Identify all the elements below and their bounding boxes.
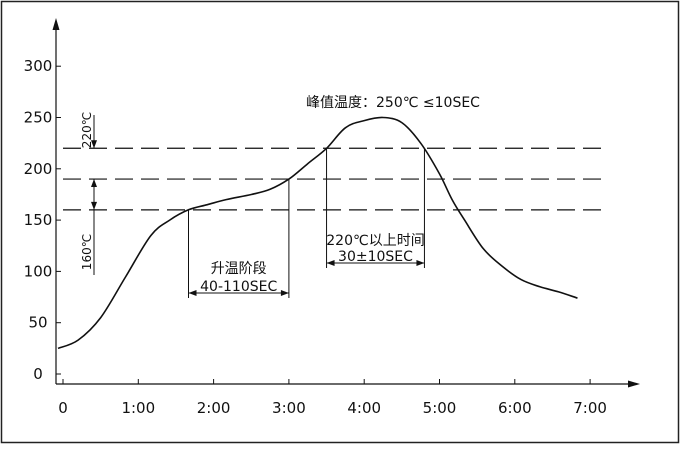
ramp-phase-label: 升温阶段 <box>211 261 267 277</box>
ramp-arrow-right <box>280 290 289 296</box>
y-tick-label: 200 <box>24 160 53 178</box>
label-160c: 160℃ <box>80 234 94 270</box>
above-arrow-left <box>326 260 335 266</box>
dimension-220-arrow <box>91 140 97 149</box>
ramp-arrow-left <box>188 290 197 296</box>
above-arrow-right <box>416 260 425 266</box>
x-tick-label: 7:00 <box>573 399 607 417</box>
x-axis-arrow <box>628 380 640 388</box>
peak-temperature-label: 峰值温度：250℃ ≤10SEC <box>306 95 480 111</box>
x-tick-label: 0 <box>58 399 68 417</box>
y-tick-label: 150 <box>24 211 53 229</box>
y-tick-label: 0 <box>33 365 43 383</box>
ramp-time-label: 40-110SEC <box>200 279 277 295</box>
y-tick-label: 100 <box>24 262 53 280</box>
x-tick-label: 2:00 <box>197 399 231 417</box>
dimension-160-arrow-up <box>91 179 97 188</box>
y-tick-label: 50 <box>28 314 47 332</box>
temperature-curve <box>57 116 578 350</box>
x-tick-label: 5:00 <box>423 399 457 417</box>
x-tick-label: 4:00 <box>347 399 381 417</box>
label-220c: 220℃ <box>80 112 94 148</box>
time-above-220-range: 30±10SEC <box>338 249 413 265</box>
time-above-220-label: 220℃以上时间 <box>326 233 424 249</box>
x-tick-label: 6:00 <box>498 399 532 417</box>
x-tick-label: 1:00 <box>121 399 155 417</box>
y-axis-arrow <box>52 18 60 30</box>
y-tick-label: 250 <box>24 109 53 127</box>
x-tick-label: 3:00 <box>272 399 306 417</box>
y-tick-label: 300 <box>24 57 53 75</box>
dimension-160-arrow-down <box>91 201 97 210</box>
